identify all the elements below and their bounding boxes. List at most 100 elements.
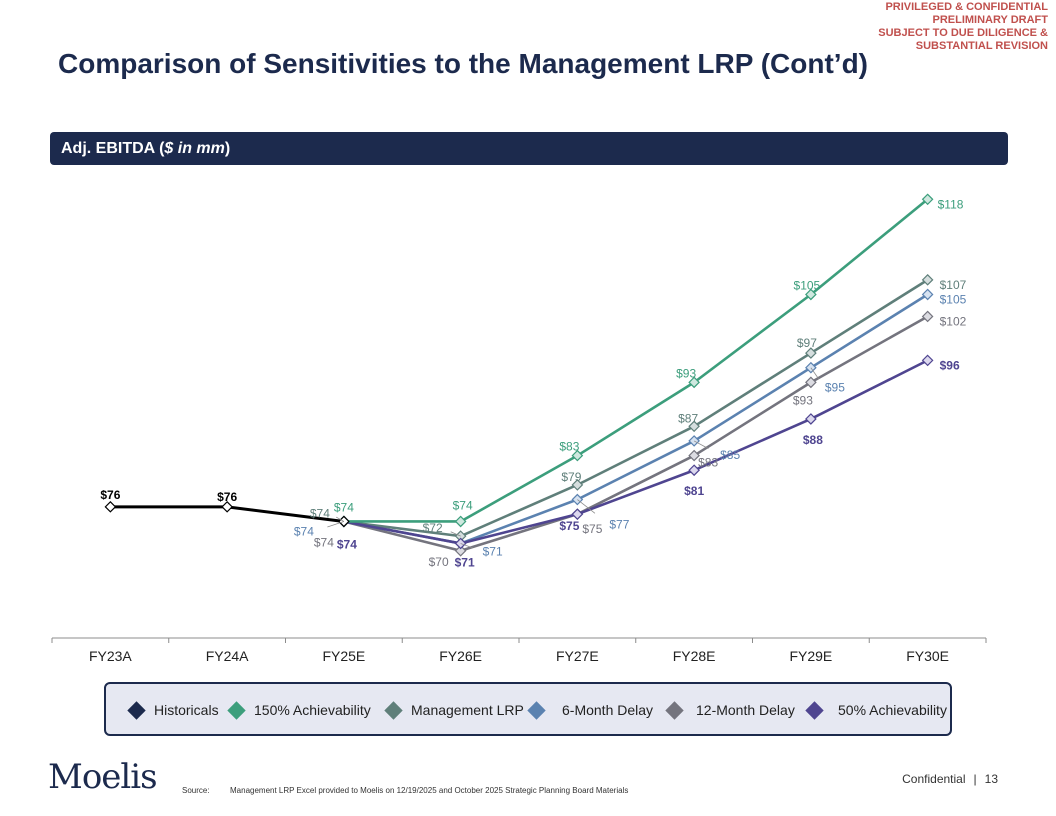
data-marker-achievability50 [688,464,700,477]
x-tick-label: FY26E [439,648,482,664]
data-label-delay12: $74 [314,535,334,549]
disclaimer-line: SUBJECT TO DUE DILIGENCE & [878,27,1048,39]
data-marker-achievability150 [805,288,817,301]
data-label-achievability50: $96 [940,358,960,372]
data-label-management: $97 [797,336,817,350]
data-label-delay6: $77 [609,518,629,532]
data-marker-historicals [104,500,117,513]
section-close: ) [224,140,231,157]
data-label-achievability150: $93 [676,366,696,380]
data-marker-achievability50 [921,354,934,367]
data-label-leader [335,516,345,522]
data-marker-achievability150 [571,449,584,462]
data-label-management: $87 [678,411,698,425]
confidential-label: Confidential [902,772,966,786]
series-line-management [343,278,929,538]
legend-marker-management [384,701,403,720]
x-tick-label: FY28E [673,648,716,664]
data-label-delay12: $93 [793,393,813,407]
data-marker-delay12 [454,544,467,557]
data-marker-delay6 [921,288,934,301]
page-footer: Confidential | 13 [902,772,998,786]
x-tick-label: FY29E [789,648,832,664]
section-header: Adj. EBITDA ($ in mm) [50,132,1008,165]
data-label-delay6: $105 [940,292,967,306]
data-marker-management [805,347,817,359]
data-label-leader [327,521,345,528]
data-label-management: $74 [310,506,330,520]
disclaimer-line: PRELIMINARY DRAFT [932,14,1049,26]
data-label-delay12: $102 [940,314,967,328]
data-marker-achievability50 [805,413,817,425]
page-number: 13 [984,772,998,786]
data-label-delay6: $95 [825,381,845,395]
section-label: Adj. EBITDA ( [61,140,165,157]
data-label-delay6: $74 [294,524,314,538]
data-label-achievability50: $71 [455,555,475,569]
data-label-delay12: $70 [429,555,449,569]
data-label-achievability150: $83 [559,440,579,454]
data-label-leader [460,543,473,549]
legend-label-delay12: 12-Month Delay [696,702,795,718]
data-marker-management [571,479,584,491]
data-label-achievability150: $118 [938,197,964,211]
data-label-achievability50: $75 [559,519,579,533]
legend-marker-delay12 [665,701,684,720]
source-text: Management LRP Excel provided to Moelis … [230,786,629,795]
disclaimer-line: PRIVILEGED & CONFIDENTIAL [885,1,1048,13]
footer-separator: | [973,772,977,786]
x-tick-label: FY24A [206,648,249,664]
legend-label-historicals: Historicals [154,702,219,718]
data-label-leader [577,499,596,514]
moelis-logo: Moelis [48,757,158,797]
series-line-delay12 [343,315,929,553]
data-marker-achievability150 [454,515,467,528]
data-label-achievability50: $81 [684,484,704,498]
data-marker-achievability150 [921,193,934,206]
legend-marker-historicals [127,701,146,720]
data-marker-management [688,420,700,433]
data-label-achievability50: $74 [337,537,357,551]
section-unit: $ in mm [164,140,225,157]
legend-label-achievability50: 50% Achievability [838,702,947,718]
page-title: Comparison of Sensitivities to the Manag… [58,48,868,79]
data-marker-delay12 [921,310,934,323]
series-line-achievability150 [343,198,929,523]
data-label-management: $72 [423,521,443,535]
legend-label-delay6: 6-Month Delay [562,702,654,718]
data-marker-delay12 [688,449,700,462]
data-label-historicals: $76 [217,490,237,504]
data-label-leader [693,440,709,449]
data-label-leader [810,367,819,379]
data-label-achievability150: $74 [334,500,354,514]
x-tick-label: FY23A [89,648,132,664]
data-label-delay12: $75 [582,522,602,536]
data-label-management: $79 [561,470,581,484]
legend-marker-achievability50 [805,701,824,720]
data-label-management: $107 [940,278,967,292]
data-label-delay6: $85 [720,448,740,462]
data-label-achievability50: $88 [803,433,823,447]
data-label-achievability150: $105 [794,278,821,292]
legend-label-management: Management LRP [411,702,524,718]
data-label-delay12: $83 [698,456,718,470]
x-tick-label: FY27E [556,648,599,664]
data-marker-achievability150 [688,376,700,389]
data-label-achievability150: $74 [453,498,473,512]
data-label-delay6: $71 [483,544,503,558]
x-tick-label: FY25E [322,648,365,664]
legend-marker-delay6 [527,701,546,720]
ebitda-line-chart: FY23A FY24A FY25E FY26E FY27E FY28E FY29E FY30E… [51,193,987,664]
data-marker-historicals [221,500,233,513]
data-marker-delay12 [805,376,817,389]
chart-legend: Historicals 150% Achievability Managemen… [104,682,952,736]
data-marker-management [921,273,934,286]
legend-marker-achievability150 [227,701,246,720]
legend-label-achievability150: 150% Achievability [254,702,371,718]
source-label: Source: [182,786,210,795]
series-line-achievability50 [343,359,929,545]
data-marker-achievability50 [571,508,584,521]
x-tick-label: FY30E [906,648,949,664]
confidentiality-disclaimer: PRIVILEGED & CONFIDENTIAL PRELIMINARY DR… [878,1,1048,53]
disclaimer-line: SUBSTANTIAL REVISION [915,40,1048,52]
